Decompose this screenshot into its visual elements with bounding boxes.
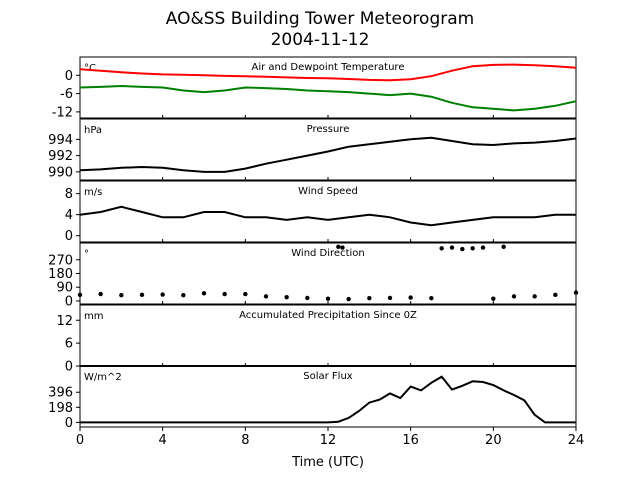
data-point bbox=[387, 295, 393, 301]
panel-title: Wind Speed bbox=[298, 186, 358, 197]
unit-label: °C bbox=[84, 63, 96, 74]
x-axis-label: Time (UTC) bbox=[291, 455, 364, 470]
y-tick-label: 12 bbox=[56, 314, 73, 329]
data-point bbox=[222, 291, 227, 297]
y-tick-label: 396 bbox=[48, 386, 73, 401]
panels: -12-60°C Air and Dewpoint Temperature9909… bbox=[48, 56, 579, 431]
y-tick-label: 990 bbox=[48, 165, 73, 180]
data-point bbox=[511, 294, 517, 299]
data-point bbox=[77, 292, 83, 298]
data-point bbox=[553, 292, 558, 298]
y-tick-label: 992 bbox=[48, 149, 73, 164]
panel-title: Pressure bbox=[307, 124, 350, 135]
unit-label: mm bbox=[84, 311, 103, 322]
series-line-1 bbox=[79, 205, 576, 227]
y-tick-label: 994 bbox=[48, 133, 73, 148]
y-tick-label: 0 bbox=[65, 294, 73, 309]
y-tick-label: 8 bbox=[65, 187, 73, 202]
x-tick-label: 4 bbox=[159, 433, 167, 448]
data-point bbox=[243, 291, 248, 297]
data-point bbox=[284, 294, 289, 300]
y-tick-label: 6 bbox=[65, 337, 73, 352]
x-tick-label: 16 bbox=[402, 433, 419, 448]
x-tick-label: 24 bbox=[568, 433, 585, 448]
figure-subtitle: 2004-11-12 bbox=[271, 30, 370, 50]
x-tick-label: 20 bbox=[485, 433, 502, 448]
data-point bbox=[263, 294, 269, 299]
y-tick-label: 4 bbox=[65, 208, 73, 223]
unit-label: ° bbox=[84, 249, 89, 260]
y-tick-label: 198 bbox=[48, 401, 73, 416]
unit-label: hPa bbox=[84, 125, 102, 136]
data-point bbox=[532, 294, 537, 299]
data-point bbox=[429, 296, 434, 301]
data-point bbox=[201, 291, 207, 296]
y-tick-label: 0 bbox=[65, 69, 73, 84]
panel-5: 0 6 12 mm Accumulated Precipitation Since 0Z bbox=[56, 304, 577, 375]
panel-title: Wind Direction bbox=[291, 248, 365, 259]
series-line-2 bbox=[79, 84, 577, 112]
data-point bbox=[367, 296, 372, 301]
data-point bbox=[325, 296, 331, 301]
y-tick-label: 90 bbox=[56, 281, 73, 296]
data-point bbox=[98, 291, 103, 297]
data-point bbox=[480, 245, 486, 250]
data-point bbox=[160, 292, 165, 297]
y-tick-label: 0 bbox=[65, 416, 73, 431]
series-line-1 bbox=[79, 136, 577, 173]
y-tick-label: 0 bbox=[65, 229, 73, 244]
data-point bbox=[439, 246, 444, 251]
data-point bbox=[573, 290, 579, 295]
data-point bbox=[449, 245, 455, 250]
x-tick-label: 8 bbox=[241, 433, 249, 448]
panel-title: Accumulated Precipitation Since 0Z bbox=[239, 310, 417, 321]
data-point bbox=[346, 296, 351, 302]
data-point bbox=[501, 244, 506, 250]
x-axis: 0 4 8 12 16 20 24 bbox=[76, 433, 584, 448]
y-tick-label: 270 bbox=[48, 253, 73, 268]
data-point bbox=[119, 292, 124, 298]
series-line-1 bbox=[79, 63, 577, 82]
unit-label: m/s bbox=[84, 187, 102, 198]
x-tick-label: 12 bbox=[320, 433, 337, 448]
data-point bbox=[305, 295, 310, 301]
y-tick-label: 180 bbox=[48, 267, 73, 282]
data-point bbox=[340, 245, 345, 250]
data-point bbox=[408, 295, 413, 300]
panel-title: Air and Dewpoint Temperature bbox=[252, 62, 405, 73]
data-point bbox=[181, 292, 186, 298]
x-tick-label: 0 bbox=[76, 433, 84, 448]
unit-label: W/m^2 bbox=[84, 372, 122, 383]
data-point bbox=[470, 246, 475, 251]
data-point bbox=[491, 296, 496, 301]
panel-1: -12 -6 0 °C Air and Dewpoint Temperature bbox=[52, 56, 577, 120]
y-tick-label: 0 bbox=[65, 360, 73, 375]
y-tick-label: -12 bbox=[52, 105, 73, 120]
data-point bbox=[336, 244, 341, 250]
y-tick-label: -6 bbox=[60, 87, 73, 102]
data-point bbox=[460, 246, 465, 252]
data-point bbox=[139, 292, 145, 298]
series-line-1 bbox=[80, 375, 576, 424]
figure-title: AO&SS Building Tower Meteorogram bbox=[166, 9, 474, 29]
panel-3: 0 4 8 m/s Wind Speed bbox=[65, 180, 577, 244]
panel-title: Solar Flux bbox=[303, 371, 353, 382]
